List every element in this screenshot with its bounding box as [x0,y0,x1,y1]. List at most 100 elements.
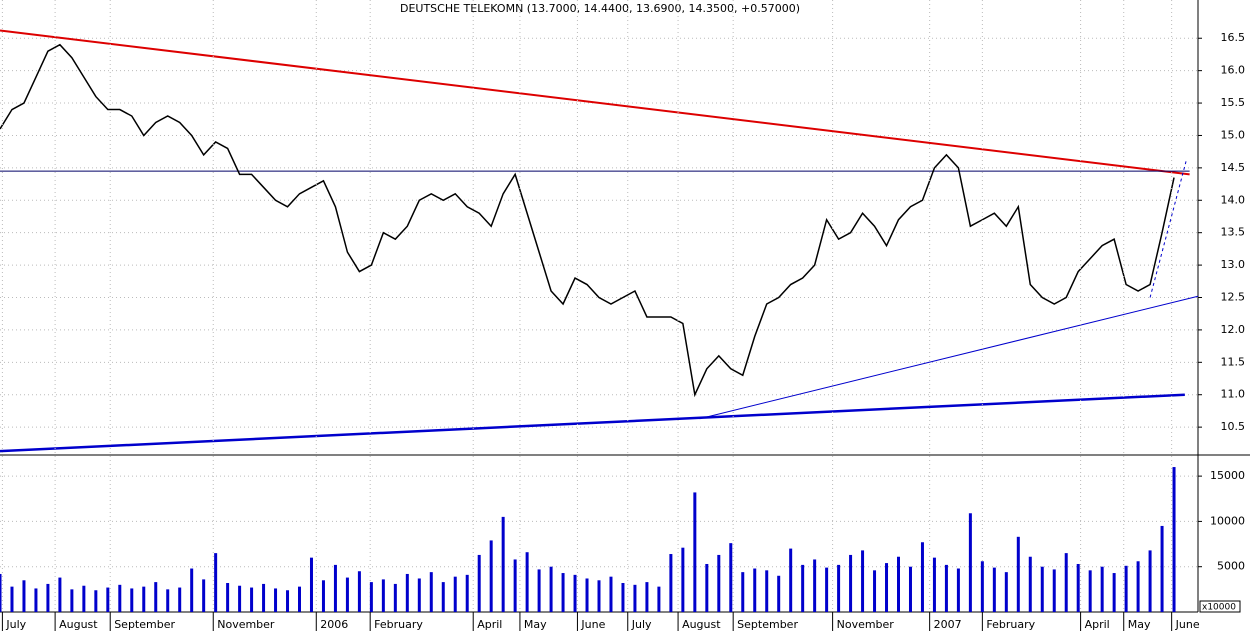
volume-bar [932,557,936,612]
x-tick-label: August [682,618,721,631]
volume-bar [0,573,2,612]
volume-bar [441,582,445,612]
x-tick-label: April [1085,618,1110,631]
x-tick-label: February [986,618,1035,631]
volume-bar [381,579,385,612]
volume-bar [333,564,337,612]
volume-bar [70,589,74,612]
volume-bar [274,588,278,612]
volume-bar [813,559,817,612]
volume-bar [944,564,948,612]
volume-bar [968,513,972,612]
volume-bar [465,574,469,612]
volume-bar [1004,572,1008,612]
volume-bar [525,552,529,612]
volume-bar [861,550,865,612]
y-tick-label: 12.0 [1221,323,1246,336]
x-tick-label: February [374,618,423,631]
volume-bar [1136,561,1140,612]
x-tick-label: November [217,618,275,631]
x-tick-label: May [1128,618,1151,631]
x-tick-label: July [5,618,26,631]
volume-bar [142,586,146,612]
volume-bar [405,573,409,612]
y-tick-label: 11.5 [1221,355,1246,368]
trend-line [699,295,1199,420]
volume-bar [1088,570,1092,612]
volume-bar [226,583,230,612]
volume-bar [633,584,637,612]
volume-bar [321,580,325,612]
volume-bar [717,554,721,612]
volume-bar [1064,553,1068,612]
volume-bar [477,554,481,612]
y-tick-label: 13.5 [1221,226,1246,239]
volume-bar [309,557,313,612]
volume-bar [729,543,733,612]
volume-bar [429,572,433,612]
volume-bar [82,585,86,612]
volume-bar [489,540,493,612]
volume-bar [753,568,757,612]
y-tick-label: 13.0 [1221,258,1246,271]
y-tick-label: 11.0 [1221,388,1246,401]
volume-bar [765,570,769,612]
volume-bar [214,553,218,612]
volume-bar [992,567,996,612]
volume-bar [669,554,673,612]
volume-bar [22,580,26,612]
y-tick-label: 15.5 [1221,96,1246,109]
y-tick-label: 10.5 [1221,420,1246,433]
x-tick-label: September [737,618,798,631]
volume-bar [597,580,601,612]
volume-bar [1160,525,1164,612]
y-tick-label: 15000 [1210,469,1245,482]
x-tick-label: 2006 [320,618,348,631]
y-tick-label: 12.5 [1221,291,1246,304]
volume-bar [166,589,170,612]
x-tick-label: 2007 [934,618,962,631]
volume-bar [357,571,361,612]
x-tick-label: July [631,618,652,631]
volume-bar [705,563,709,612]
y-tick-label: 10000 [1210,514,1245,527]
volume-bar [1040,566,1044,612]
volume-bar [369,582,373,612]
volume-bar [1112,573,1116,612]
volume-bar [897,556,900,612]
y-tick-label: 5000 [1217,560,1245,573]
volume-bar [1016,536,1020,612]
volume-bar [501,516,505,612]
volume-bar [286,590,290,612]
chart-title: DEUTSCHE TELEKOMN (13.7000, 14.4400, 13.… [400,2,800,15]
volume-bar [741,572,745,612]
unit-label: x10000 [1202,603,1236,613]
y-tick-label: 16.0 [1221,64,1246,77]
volume-bar [1148,550,1152,612]
volume-bar [908,566,912,612]
volume-bar [154,582,158,612]
volume-bar [1076,563,1080,612]
y-tick-label: 14.5 [1221,161,1246,174]
volume-bar [849,554,853,612]
volume-bar [1052,569,1056,612]
trend-line [0,29,1190,176]
volume-bar [873,570,877,612]
volume-bar [885,563,889,612]
volume-bar [417,578,421,612]
volume-bar [345,577,349,612]
volume-bar [609,576,613,612]
volume-bar [10,586,14,612]
volume-bar [956,568,960,612]
volume-bar [693,492,697,612]
x-tick-label: June [1175,618,1200,631]
volume-bar [453,576,457,612]
volume-bar [1124,565,1128,612]
volume-bar [94,590,98,612]
volume-bar [621,583,625,612]
volume-bar [190,568,194,612]
volume-bar [561,573,565,612]
volume-bar [980,561,984,612]
volume-bar [262,583,266,612]
x-tick-label: September [114,618,175,631]
